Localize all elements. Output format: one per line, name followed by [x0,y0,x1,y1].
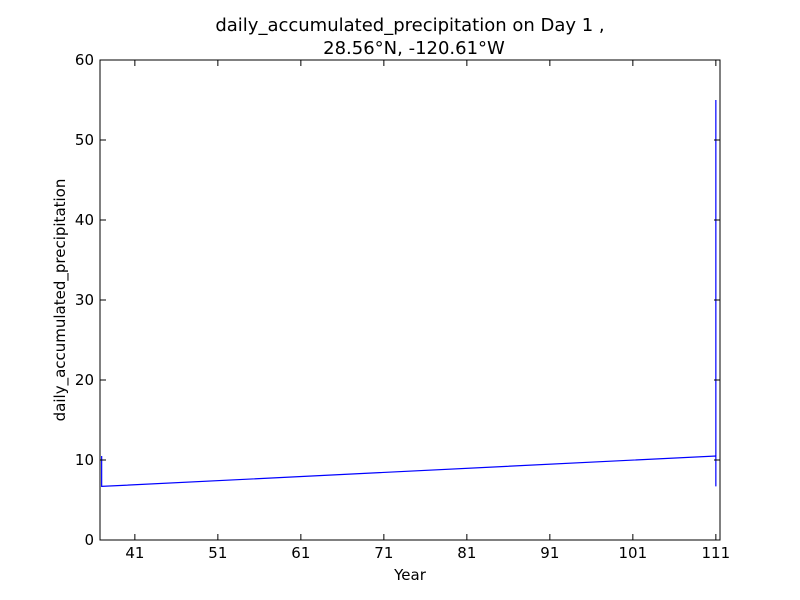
y-tick-label: 10 [75,451,94,469]
y-tick-label: 50 [75,131,94,149]
y-axis-label: daily_accumulated_precipitation [51,179,70,422]
y-tick-label: 30 [75,291,94,309]
y-tick-label: 0 [84,531,94,549]
x-tick-label: 91 [540,544,559,562]
x-axis-label: Year [393,566,427,584]
y-tick-label: 60 [75,51,94,69]
series-layer [101,100,717,488]
x-tick-label: 111 [702,544,731,562]
chart-title-line1: daily_accumulated_precipitation on Day 1… [215,15,604,36]
plot-frame [99,59,721,541]
y-tick-label: 40 [75,211,94,229]
chart-title-line2: 28.56°N, -120.61°W [323,38,505,59]
x-tick-label: 41 [125,544,144,562]
x-tick-label: 51 [208,544,227,562]
x-tick-label: 71 [374,544,393,562]
x-tick-label: 101 [619,544,648,562]
series-line [101,100,717,488]
y-tick-label: 20 [75,371,94,389]
x-tick-label: 61 [291,544,310,562]
x-tick-label: 81 [457,544,476,562]
